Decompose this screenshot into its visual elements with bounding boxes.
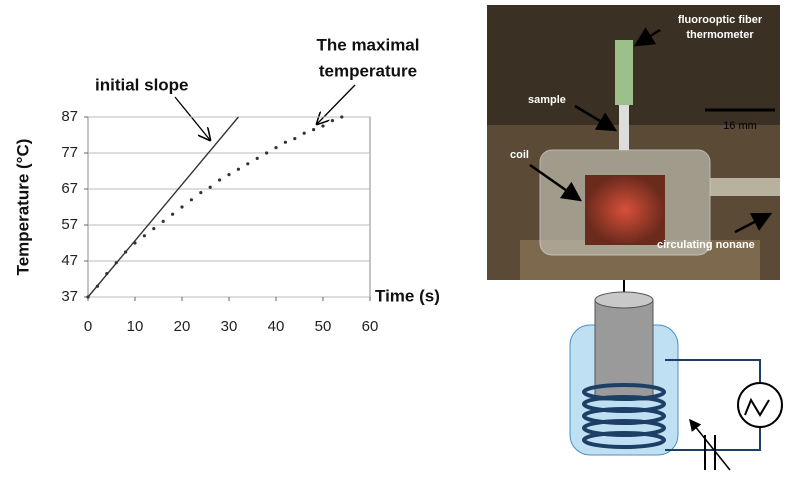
variable-arrow [689,418,731,471]
photo-label: circulating nonane [657,239,755,251]
tube [710,178,780,196]
photo-arrow [574,104,618,132]
data-point [283,140,287,144]
photo-arrow [734,212,773,234]
coil-turns [582,383,666,449]
photo-label: coil [510,149,529,161]
data-point [218,178,222,182]
photo-label: fluorooptic fiber [678,14,763,26]
fiber [615,40,633,105]
data-point [189,198,193,202]
data-point [227,173,231,177]
data-point [142,234,146,238]
y-tick-label: 47 [61,252,78,269]
data-point [246,162,250,166]
annotation: temperature [319,61,417,80]
y-axis-label: Temperature (°C) [13,139,32,276]
data-point [293,137,297,141]
y-tick-label: 87 [61,108,78,125]
photo-shade [487,5,780,125]
plot-frame [87,116,371,298]
annotation-arrow [174,96,210,140]
data-point [161,219,165,223]
annotation: initial slope [95,75,189,94]
x-tick-label: 50 [315,318,332,335]
coil [585,175,665,245]
data-point [330,119,334,123]
sample-tube [619,105,629,150]
photo-label: 16 mm [723,120,757,132]
generator-symbol [744,397,770,417]
photo-arrow [529,163,583,202]
x-tick-label: 10 [127,318,144,335]
data-point [340,115,344,119]
x-tick-label: 0 [84,318,92,335]
data-point [302,131,306,135]
photo-arrow [633,27,661,47]
slope-line [87,116,239,298]
photo: fluorooptic fiber thermometer sample 16 … [487,5,780,280]
data-point [274,146,278,150]
data-point [180,205,184,209]
x-tick-label: 20 [174,318,191,335]
photo-label: sample [528,94,566,106]
annotation: The maximal [317,35,420,54]
data-point [321,124,325,128]
x-tick-label: 30 [221,318,238,335]
chart: Temperature (°C) Time (s) initial slope … [13,35,439,334]
data-point [236,167,240,171]
data-point [199,191,203,195]
data-point [152,227,156,231]
y-tick-label: 77 [61,144,78,161]
data-point [208,185,212,189]
photo-label: thermometer [686,29,754,41]
sample-top [594,291,654,309]
y-tick-label: 37 [61,288,78,305]
generator [737,382,783,428]
x-tick-label: 60 [362,318,379,335]
data-point [312,128,316,132]
y-tick-label: 57 [61,216,78,233]
y-tick-label: 67 [61,180,78,197]
x-axis-label: Time (s) [375,286,440,305]
data-point [255,156,259,160]
data-point [265,151,269,155]
setup-diagram [569,280,783,471]
data-point [171,212,175,216]
x-tick-label: 40 [268,318,285,335]
